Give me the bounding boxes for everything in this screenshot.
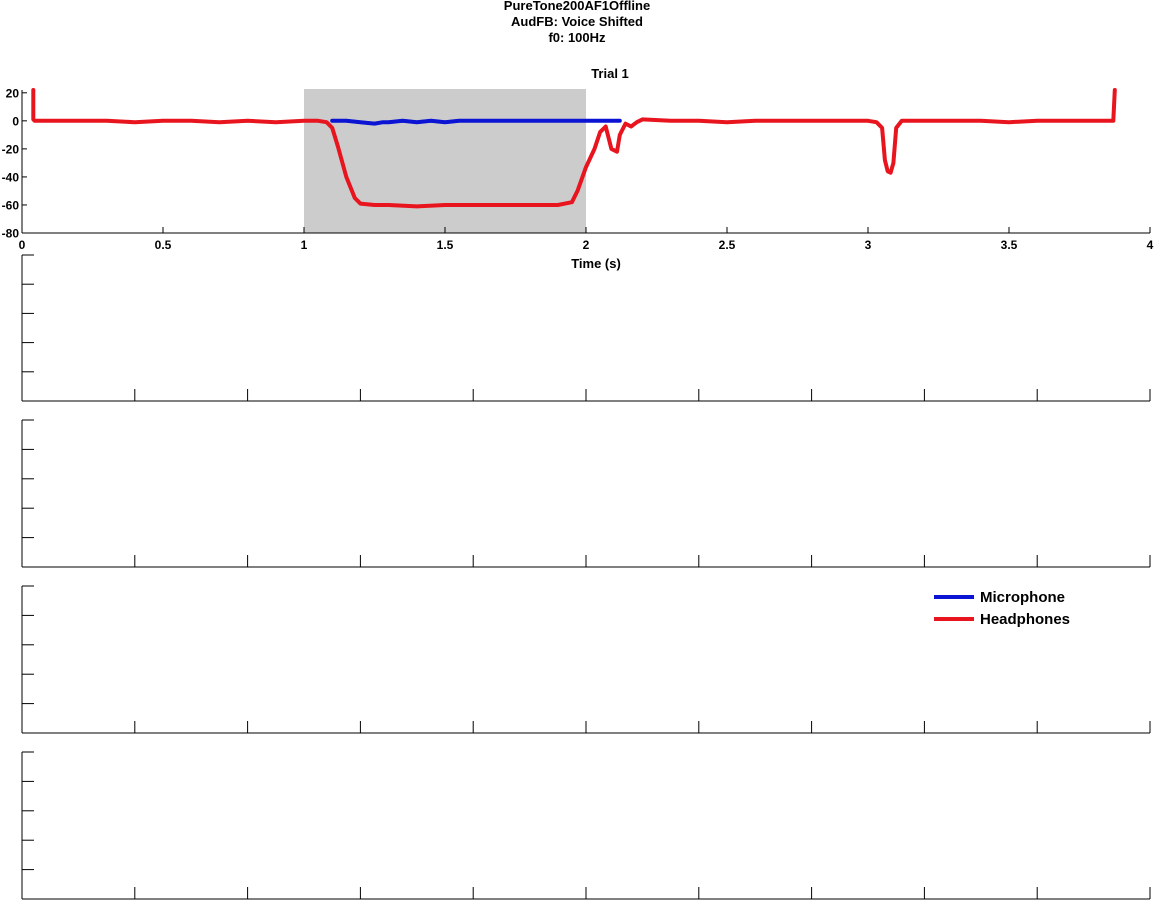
shaded-region	[304, 89, 586, 233]
x-tick-label-3.5: 3.5	[1001, 238, 1018, 252]
y-tick-label-0: 0	[12, 114, 19, 128]
series-line-microphone-overlay	[332, 119, 620, 126]
series-line-headphones	[31, 88, 1117, 209]
x-tick-label-4: 4	[1147, 238, 1154, 252]
legend: Microphone Headphones	[934, 586, 1094, 630]
y-tick-label--20: -20	[2, 142, 20, 156]
panel-1-title: Trial 1	[591, 66, 629, 81]
x-axis-label: Time (s)	[571, 256, 621, 271]
y-tick-label--80: -80	[2, 227, 20, 241]
x-tick-label-1: 1	[301, 238, 308, 252]
x-tick-label-3: 3	[865, 238, 872, 252]
y-tick-label--60: -60	[2, 198, 20, 212]
x-tick-label-0: 0	[19, 238, 26, 252]
y-tick-label--40: -40	[2, 170, 20, 184]
figure-title-line-2: AudFB: Voice Shifted	[511, 14, 643, 29]
figure-title-line-1: PureTone200AF1Offline	[503, 0, 651, 13]
legend-item-microphone: Microphone	[934, 586, 1094, 608]
legend-item-headphones: Headphones	[934, 608, 1094, 630]
x-tick-label-0.5: 0.5	[155, 238, 172, 252]
y-tick-label-20: 20	[6, 86, 20, 100]
legend-label-microphone: Microphone	[980, 588, 1065, 606]
x-tick-label-2.5: 2.5	[719, 238, 736, 252]
x-tick-label-1.5: 1.5	[437, 238, 454, 252]
legend-line-microphone	[934, 595, 974, 599]
legend-line-headphones	[934, 617, 974, 621]
legend-label-headphones: Headphones	[980, 610, 1071, 628]
x-tick-label-2: 2	[583, 238, 590, 252]
figure-title-line-3: f0: 100Hz	[548, 30, 606, 45]
